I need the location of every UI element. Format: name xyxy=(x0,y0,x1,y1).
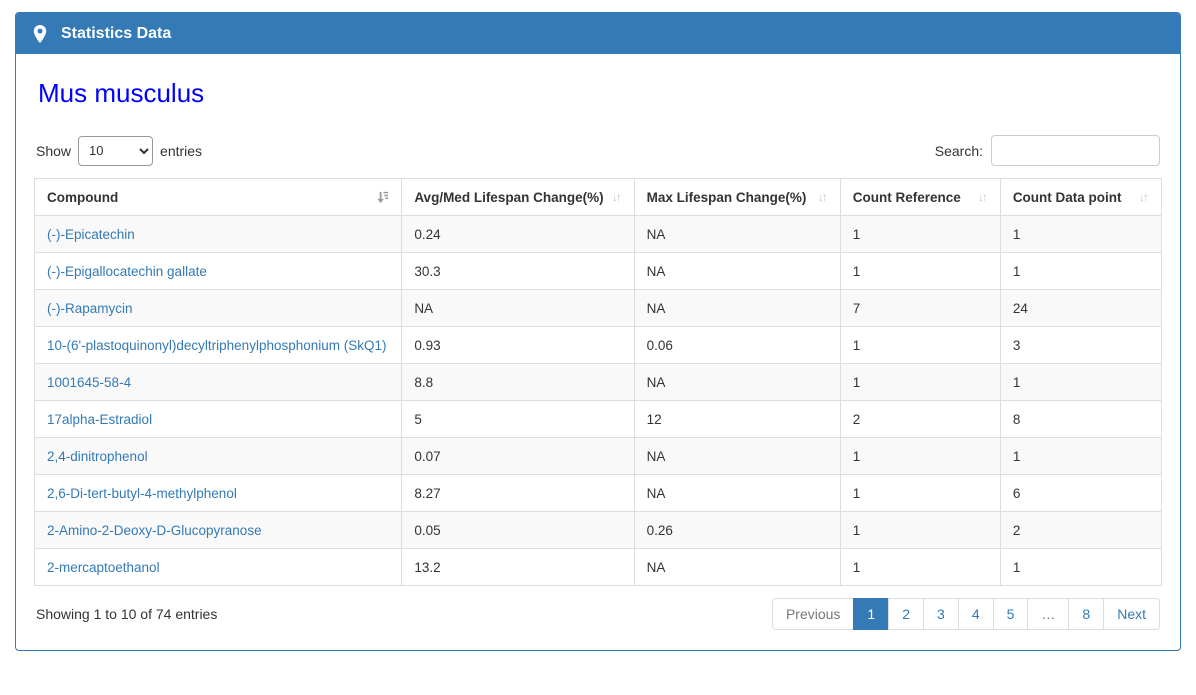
pagination-previous-button[interactable]: Previous xyxy=(771,598,855,630)
avg-med-cell: 8.27 xyxy=(401,474,635,512)
table-row: 1001645-58-4 8.8 NA 1 1 xyxy=(33,363,1163,401)
page-title: Mus musculus xyxy=(38,78,205,108)
sort-both-icon: ↓↑ xyxy=(611,190,622,204)
max-cell: NA xyxy=(633,252,841,290)
count-ref-cell: 1 xyxy=(839,511,1001,549)
max-cell: NA xyxy=(633,437,841,475)
compound-link[interactable]: 2,6-Di-tert-butyl-4-methylphenol xyxy=(47,485,237,501)
avg-med-cell: 0.93 xyxy=(401,326,635,364)
max-cell: NA xyxy=(633,289,841,327)
column-header-compound[interactable]: Compound xyxy=(33,178,403,216)
count-dp-cell: 24 xyxy=(999,289,1163,327)
compound-link[interactable]: 2-Amino-2-Deoxy-D-Glucopyranose xyxy=(47,522,262,538)
pagination-page-3[interactable]: 3 xyxy=(923,598,959,630)
avg-med-cell: 0.05 xyxy=(401,511,635,549)
pagination-ellipsis: … xyxy=(1027,598,1070,630)
sort-amount-asc-icon xyxy=(376,191,389,204)
count-dp-cell: 6 xyxy=(999,474,1163,512)
table-row: (-)-Epicatechin 0.24 NA 1 1 xyxy=(33,215,1163,253)
entries-label: entries xyxy=(160,142,203,159)
compound-link[interactable]: (-)-Epigallocatechin gallate xyxy=(47,263,207,279)
pagination-page-5[interactable]: 5 xyxy=(992,598,1029,630)
pagination-page-4[interactable]: 4 xyxy=(957,598,994,630)
count-ref-cell: 1 xyxy=(839,548,1001,586)
count-ref-cell: 1 xyxy=(839,252,1001,290)
table-row: 17alpha-Estradiol 5 12 2 8 xyxy=(33,400,1163,438)
table-row: 2-Amino-2-Deoxy-D-Glucopyranose 0.05 0.2… xyxy=(33,511,1163,549)
column-header-count-data-point[interactable]: Count Data point ↓↑ xyxy=(999,178,1163,216)
entries-info: Showing 1 to 10 of 74 entries xyxy=(36,606,218,622)
avg-med-cell: NA xyxy=(401,289,635,327)
count-ref-cell: 1 xyxy=(839,215,1001,253)
avg-med-cell: 13.2 xyxy=(401,548,635,586)
avg-med-cell: 0.24 xyxy=(401,215,635,253)
max-cell: 12 xyxy=(633,400,841,438)
panel-heading: Statistics Data xyxy=(16,13,1180,54)
search-label: Search: xyxy=(934,142,983,159)
search-input[interactable] xyxy=(991,135,1160,166)
pagination: Previous 1 2 3 4 5 … 8 Next xyxy=(771,598,1160,630)
avg-med-cell: 5 xyxy=(401,400,635,438)
pagination-next-button[interactable]: Next xyxy=(1103,598,1160,630)
page-length-select[interactable]: 10 xyxy=(78,135,154,166)
column-header-max-lifespan[interactable]: Max Lifespan Change(%) ↓↑ xyxy=(633,178,841,216)
compound-link[interactable]: 1001645-58-4 xyxy=(47,374,132,390)
statistics-table: Compound Avg/Med Lifespan Change(%) ↓↑ xyxy=(33,178,1163,586)
max-cell: NA xyxy=(633,474,841,512)
sort-both-icon: ↓↑ xyxy=(1139,190,1149,204)
max-cell: NA xyxy=(633,548,841,586)
table-row: 2,6-Di-tert-butyl-4-methylphenol 8.27 NA… xyxy=(33,474,1163,512)
panel-title: Statistics Data xyxy=(61,24,172,42)
avg-med-cell: 30.3 xyxy=(401,252,635,290)
compound-link[interactable]: 17alpha-Estradiol xyxy=(47,411,153,427)
search-control: Search: xyxy=(935,135,1160,166)
count-dp-cell: 2 xyxy=(999,511,1163,549)
table-row: 10-(6'-plastoquinonyl)decyltriphenylphos… xyxy=(33,326,1163,364)
sort-both-icon: ↓↑ xyxy=(817,190,828,204)
show-label: Show xyxy=(36,142,72,159)
column-header-avg-med-lifespan[interactable]: Avg/Med Lifespan Change(%) ↓↑ xyxy=(401,178,635,216)
count-dp-cell: 1 xyxy=(999,252,1163,290)
table-row: 2,4-dinitrophenol 0.07 NA 1 1 xyxy=(33,437,1163,475)
count-ref-cell: 1 xyxy=(839,326,1001,364)
count-ref-cell: 2 xyxy=(839,400,1001,438)
table-row: 2-mercaptoethanol 13.2 NA 1 1 xyxy=(33,548,1163,586)
max-cell: 0.26 xyxy=(633,511,841,549)
avg-med-cell: 8.8 xyxy=(401,363,635,401)
column-header-count-reference[interactable]: Count Reference ↓↑ xyxy=(839,178,1001,216)
page-length-control: Show 10 entries xyxy=(36,135,203,166)
pagination-page-2[interactable]: 2 xyxy=(888,598,925,630)
count-dp-cell: 1 xyxy=(999,215,1163,253)
pagination-page-1[interactable]: 1 xyxy=(853,598,890,630)
count-ref-cell: 1 xyxy=(839,363,1001,401)
table-header-row: Compound Avg/Med Lifespan Change(%) ↓↑ xyxy=(33,178,1163,216)
table-row: (-)-Epigallocatechin gallate 30.3 NA 1 1 xyxy=(33,252,1163,290)
count-dp-cell: 8 xyxy=(999,400,1163,438)
compound-link[interactable]: 2-mercaptoethanol xyxy=(47,559,160,575)
max-cell: NA xyxy=(633,215,841,253)
count-dp-cell: 1 xyxy=(999,363,1163,401)
max-cell: 0.06 xyxy=(633,326,841,364)
table-footer: Showing 1 to 10 of 74 entries Previous 1… xyxy=(34,598,1162,630)
table-controls: Show 10 entries Search: xyxy=(36,135,1160,166)
avg-med-cell: 0.07 xyxy=(401,437,635,475)
count-dp-cell: 3 xyxy=(999,326,1163,364)
count-ref-cell: 7 xyxy=(839,289,1001,327)
panel-body: Mus musculus Show 10 entries Search: Com xyxy=(16,54,1180,650)
sort-both-icon: ↓↑ xyxy=(977,190,988,204)
compound-link[interactable]: 10-(6'-plastoquinonyl)decyltriphenylphos… xyxy=(47,337,387,353)
count-dp-cell: 1 xyxy=(999,548,1163,586)
count-ref-cell: 1 xyxy=(839,474,1001,512)
map-marker-icon xyxy=(33,24,47,43)
compound-link[interactable]: 2,4-dinitrophenol xyxy=(47,448,148,464)
statistics-panel: Statistics Data Mus musculus Show 10 ent… xyxy=(15,12,1181,651)
count-ref-cell: 1 xyxy=(839,437,1001,475)
compound-link[interactable]: (-)-Epicatechin xyxy=(47,226,135,242)
pagination-page-8[interactable]: 8 xyxy=(1068,598,1105,630)
compound-link[interactable]: (-)-Rapamycin xyxy=(47,300,133,316)
max-cell: NA xyxy=(633,363,841,401)
count-dp-cell: 1 xyxy=(999,437,1163,475)
table-row: (-)-Rapamycin NA NA 7 24 xyxy=(33,289,1163,327)
